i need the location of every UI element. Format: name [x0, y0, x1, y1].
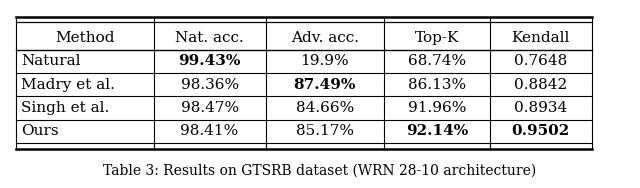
Text: 99.43%: 99.43% [179, 54, 241, 68]
Text: 92.14%: 92.14% [406, 124, 468, 138]
Text: 19.9%: 19.9% [301, 54, 349, 68]
Text: Table 3: Results on GTSRB dataset (WRN 28-10 architecture): Table 3: Results on GTSRB dataset (WRN 2… [104, 164, 536, 178]
Text: 68.74%: 68.74% [408, 54, 466, 68]
Text: 91.96%: 91.96% [408, 101, 466, 115]
Text: 87.49%: 87.49% [294, 78, 356, 92]
Text: Nat. acc.: Nat. acc. [175, 31, 244, 45]
Text: Madry et al.: Madry et al. [21, 78, 115, 92]
Text: Top-K: Top-K [415, 31, 459, 45]
Text: 84.66%: 84.66% [296, 101, 354, 115]
Text: Ours: Ours [21, 124, 59, 138]
Text: Adv. acc.: Adv. acc. [291, 31, 359, 45]
Text: 0.7648: 0.7648 [514, 54, 568, 68]
Text: Method: Method [55, 31, 115, 45]
Text: 0.8842: 0.8842 [514, 78, 568, 92]
Text: 98.36%: 98.36% [180, 78, 239, 92]
Text: Natural: Natural [21, 54, 81, 68]
Text: 98.47%: 98.47% [180, 101, 239, 115]
Text: 0.9502: 0.9502 [511, 124, 570, 138]
Text: 85.17%: 85.17% [296, 124, 354, 138]
Text: 0.8934: 0.8934 [514, 101, 568, 115]
Text: Singh et al.: Singh et al. [21, 101, 109, 115]
Text: Kendall: Kendall [511, 31, 570, 45]
Text: 98.41%: 98.41% [180, 124, 239, 138]
Text: 86.13%: 86.13% [408, 78, 466, 92]
